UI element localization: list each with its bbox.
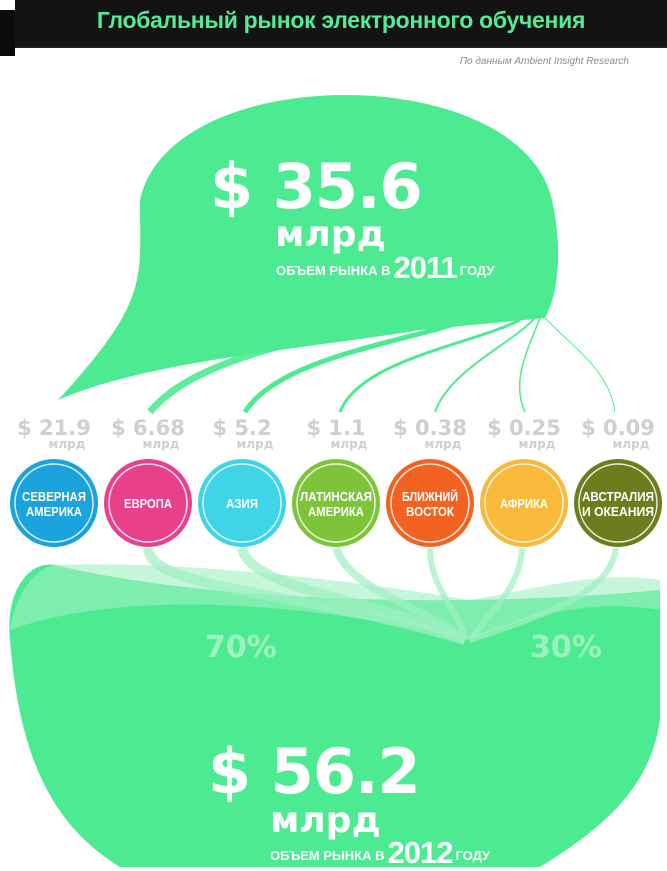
region-value: $ 5.2 млрд [201, 416, 283, 451]
region-name-line1: ЛАТИНСКАЯ [300, 490, 372, 504]
stream-bottom-latam [332, 546, 468, 644]
region-circle [292, 459, 380, 547]
region-value-unit: млрд [518, 437, 556, 451]
stream-bottom-europe [143, 546, 467, 645]
bottom-blob [9, 564, 661, 867]
region-name-line1: АЗИЯ [226, 497, 258, 511]
stream-bottom-oceania [469, 547, 619, 643]
top-total-unit: млрд [275, 214, 386, 255]
region-value-unit: млрд [236, 437, 274, 451]
region-circle-ring [202, 463, 282, 543]
region-name-line2: АМЕРИКА [308, 505, 364, 519]
region-value-unit: млрд [424, 437, 462, 451]
region-value: $ 1.1 млрд [295, 416, 377, 451]
region-value-number: $ 5.2 [212, 416, 272, 440]
region-circle-ring [578, 463, 658, 543]
region-circle-ring [484, 463, 564, 543]
region-circle-ring [296, 463, 376, 543]
region-circle-ring [390, 463, 470, 543]
top-label-after: ГОДУ [459, 263, 495, 278]
region-circle [480, 459, 568, 547]
region-name-line1: АВСТРАЛИЯ [582, 490, 654, 504]
top-volume-label: ОБЪЕМ РЫНКА В2011 ГОДУ [276, 250, 494, 286]
region-name-line1: ЕВРОПА [124, 497, 172, 511]
region-value-number: $ 6.68 [111, 416, 185, 440]
bottom-label-before: ОБЪЕМ РЫНКА В [270, 848, 385, 863]
region-name-line1: СЕВЕРНАЯ [22, 490, 86, 504]
top-label-before: ОБЪЕМ РЫНКА В [276, 263, 391, 278]
bottom-band [10, 564, 470, 640]
region-value-number: $ 1.1 [306, 416, 366, 440]
region-value: $ 0.25 млрд [483, 416, 565, 451]
region-value: $ 0.38 млрд [389, 416, 471, 451]
page-title: Глобальный рынок электронного обучения [96, 7, 586, 33]
stream-top-europe [147, 309, 383, 415]
region-circle [386, 459, 474, 547]
region-circle [198, 459, 286, 547]
percent-right: 30% [530, 630, 602, 665]
bottom-year: 2012 [387, 835, 454, 870]
bottom-total-unit: млрд [270, 800, 381, 841]
region-name-line2: ВОСТОК [406, 505, 454, 519]
region-marker: АФРИКА [480, 459, 568, 547]
top-dome [58, 95, 559, 400]
percent-left: 70% [205, 630, 277, 665]
region-marker: АЗИЯ [198, 459, 286, 547]
top-streams [147, 309, 616, 415]
bottom-streams [143, 546, 619, 645]
bottom-band-right [470, 577, 660, 640]
stream-top-asia [242, 315, 472, 414]
stream-top-africa [518, 317, 541, 413]
region-circle [10, 459, 98, 547]
region-value-number: $ 0.09 [581, 416, 655, 440]
bottom-total-value: $ 56.2 [208, 735, 421, 808]
region-value-unit: млрд [48, 437, 86, 451]
region-value-number: $ 0.38 [393, 416, 467, 440]
region-name-line1: БЛИЖНИЙ [402, 489, 458, 504]
stream-bottom-mideast [427, 547, 468, 641]
title-bar: Глобальный рынок электронного обучения [0, 0, 667, 56]
bottom-label-after: ГОДУ [455, 848, 491, 863]
top-year: 2011 [393, 250, 458, 285]
source-note: По данным Ambient Insight Research [459, 56, 629, 67]
region-name-line2: И ОКЕАНИЯ [582, 505, 654, 519]
stream-top-oceania [544, 317, 616, 413]
region-value-number: $ 21.9 [17, 416, 91, 440]
region-value-unit: млрд [612, 437, 650, 451]
top-total-value: $ 35.6 [210, 150, 423, 223]
region-circle [574, 459, 662, 547]
title-bar-fold [0, 10, 15, 56]
stream-bottom-asia [237, 546, 468, 645]
stream-bottom-africa [467, 547, 525, 642]
region-value-unit: млрд [142, 437, 180, 451]
region-circle-ring [108, 463, 188, 543]
bottom-volume-label: ОБЪЕМ РЫНКА В2012 ГОДУ [270, 835, 490, 871]
region-name-line2: АМЕРИКА [26, 505, 82, 519]
stream-top-latam [338, 318, 521, 413]
region-value: $ 0.09 млрд [577, 416, 659, 451]
region-name-line1: АФРИКА [500, 497, 548, 511]
region-value: $ 21.9 млрд [13, 416, 95, 451]
region-value: $ 6.68 млрд [107, 416, 189, 451]
region-circle [104, 459, 192, 547]
stream-top-mideast [434, 317, 536, 413]
region-marker: ЕВРОПА [104, 459, 192, 547]
region-value-unit: млрд [330, 437, 368, 451]
region-value-number: $ 0.25 [487, 416, 561, 440]
region-circle-ring [14, 463, 94, 543]
